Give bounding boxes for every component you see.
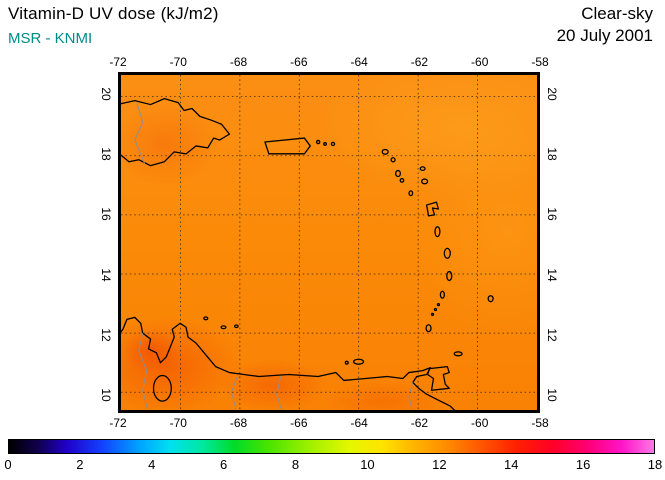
lon-tick-label: -66 <box>290 55 308 69</box>
coastlines <box>121 98 494 410</box>
country-borders <box>134 102 414 410</box>
coast-lake-maracaibo <box>152 374 172 402</box>
lat-axis-left: 20 18 16 14 12 10 <box>99 72 113 413</box>
coast-guadeloupe <box>425 201 440 217</box>
lon-tick-label: -60 <box>471 416 489 430</box>
colorbar <box>8 439 655 454</box>
lat-tick-label: 10 <box>545 388 559 402</box>
lat-tick-label: 10 <box>99 388 113 402</box>
coast-hispaniola <box>121 98 231 167</box>
lon-tick-label: -62 <box>410 55 429 69</box>
lon-tick-label: -64 <box>350 416 368 430</box>
lon-tick-label: -70 <box>169 416 187 430</box>
lat-tick-label: 12 <box>99 328 113 342</box>
caribbean-uv-heatmap <box>121 75 537 410</box>
colorbar-tick-label: 14 <box>503 457 519 472</box>
lat-tick-label: 14 <box>99 267 113 282</box>
lon-tick-label: -70 <box>169 55 187 69</box>
lat-tick-label: 16 <box>545 207 559 222</box>
lon-tick-label: -68 <box>229 55 248 69</box>
lon-tick-label: -66 <box>290 416 308 430</box>
lat-tick-label: 20 <box>99 87 113 101</box>
colorbar-tick-label: 2 <box>76 457 84 472</box>
lon-tick-label: -72 <box>109 55 127 69</box>
lon-tick-label: -62 <box>410 416 429 430</box>
lat-tick-label: 20 <box>545 87 559 101</box>
lon-axis-top: -72 -70 -68 -66 -64 -62 -60 -58 <box>109 55 548 69</box>
sky-condition-label: Clear-sky <box>581 4 653 23</box>
uv-field <box>121 75 537 410</box>
colorbar-tick-label: 10 <box>360 457 375 472</box>
colorbar-labels: 0 2 4 6 8 10 12 14 16 18 <box>4 457 662 473</box>
coast-south-america <box>121 316 456 410</box>
lat-tick-label: 16 <box>99 207 113 222</box>
map-frame <box>118 72 540 413</box>
colorbar-tick-label: 6 <box>220 457 228 472</box>
lon-tick-label: -72 <box>109 416 127 430</box>
colorbar-tick-label: 16 <box>575 457 591 472</box>
lat-tick-label: 12 <box>545 328 559 342</box>
lon-tick-label: -64 <box>350 55 368 69</box>
colorbar-tick-label: 8 <box>291 457 300 472</box>
colorbar-tick-label: 12 <box>432 457 447 472</box>
lon-axis-bottom: -72 -70 -68 -66 -64 -62 -60 -58 <box>109 416 548 430</box>
lat-tick-label: 18 <box>99 147 113 161</box>
lon-tick-label: -60 <box>471 55 489 69</box>
coast-trinidad <box>426 366 450 391</box>
date-label: 20 July 2001 <box>556 26 653 45</box>
lon-tick-label: -68 <box>229 416 248 430</box>
lat-tick-label: 18 <box>545 147 559 161</box>
lat-tick-label: 14 <box>545 267 559 282</box>
graticule <box>121 75 537 410</box>
lon-tick-label: -58 <box>531 55 549 69</box>
plot-title: Vitamin-D UV dose (kJ/m2) <box>8 4 219 23</box>
source-label: MSR - KNMI <box>8 30 93 47</box>
lat-axis-right: 20 18 16 14 12 10 <box>545 72 559 413</box>
colorbar-tick-label: 0 <box>4 457 12 472</box>
colorbar-tick-label: 18 <box>647 457 663 472</box>
coast-puerto-rico <box>264 137 311 155</box>
lon-tick-label: -58 <box>531 416 549 430</box>
colorbar-tick-label: 4 <box>148 457 156 472</box>
